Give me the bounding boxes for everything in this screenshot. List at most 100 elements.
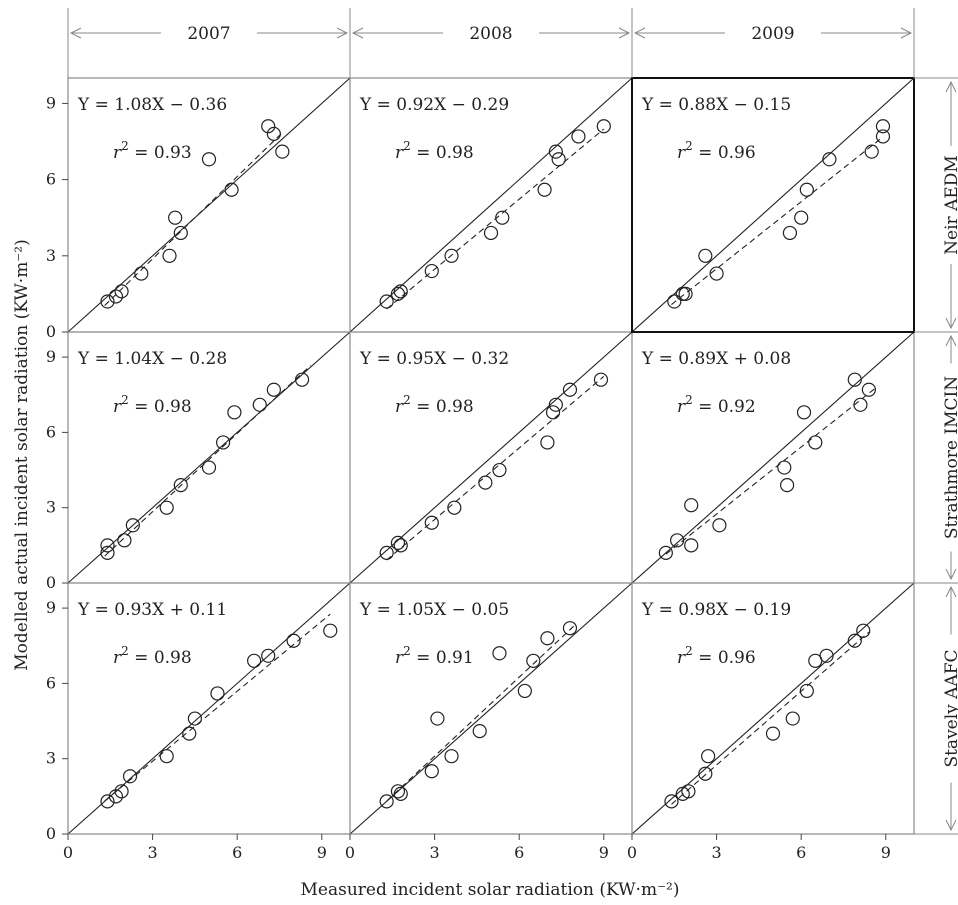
data-point: [379, 294, 394, 309]
data-point: [782, 225, 798, 241]
x-tick-label: 3: [430, 843, 440, 862]
data-point: [173, 225, 188, 241]
data-point: [168, 210, 183, 225]
column-header-label: 2007: [187, 24, 230, 44]
one-to-one-line: [631, 331, 915, 584]
x-tick-label: 9: [881, 843, 891, 862]
data-point: [765, 726, 781, 741]
regression-equation: Y = 0.88X − 0.15: [641, 95, 791, 115]
y-tick-label: 6: [46, 170, 56, 189]
plot-frame: [67, 77, 915, 835]
panel-2007-neir-aedm: Y = 1.08X − 0.36 r2 = 0.93: [67, 77, 351, 333]
data-point: [227, 405, 242, 420]
data-point: [108, 289, 124, 304]
data-point: [526, 653, 541, 668]
x-tick-label: 9: [599, 843, 609, 862]
data-point: [261, 119, 276, 134]
data-point: [875, 119, 891, 134]
row-label-text: Stavely AAFC: [942, 649, 958, 767]
y-tick-label: 0: [46, 322, 56, 341]
data-point: [108, 789, 124, 804]
data-point: [794, 210, 809, 225]
r-squared-label: r2 = 0.93: [113, 139, 192, 163]
data-point: [390, 286, 406, 301]
data-point: [379, 545, 394, 560]
x-tick-label: 9: [317, 843, 327, 862]
data-point: [562, 382, 578, 397]
x-tick-label: 0: [345, 843, 355, 862]
column-header-label: 2008: [469, 24, 512, 44]
x-tick-label: 6: [514, 843, 524, 862]
data-point: [424, 263, 439, 279]
r-squared-label: r2 = 0.96: [677, 644, 756, 668]
y-axis-title: Modelled actual incident solar radiation…: [12, 239, 32, 670]
data-point: [201, 152, 217, 167]
data-point: [664, 794, 679, 809]
data-point: [159, 749, 174, 764]
x-axis-title: Measured incident solar radiation (KW·m⁻…: [301, 880, 680, 900]
data-point: [808, 435, 823, 450]
panel-2009-neir-aedm: Y = 0.88X − 0.15 r2 = 0.96: [631, 77, 915, 333]
y-tick-label: 3: [46, 749, 56, 768]
data-point: [875, 129, 891, 144]
data-point: [684, 538, 699, 553]
data-point: [712, 518, 727, 533]
column-header-label: 2009: [751, 24, 794, 44]
one-to-one-line: [349, 582, 633, 835]
x-tick-label: 6: [232, 843, 242, 862]
data-point: [698, 766, 713, 781]
data-point: [548, 397, 563, 412]
data-point: [593, 372, 609, 387]
data-point: [379, 794, 394, 809]
x-tick-label: 3: [712, 843, 722, 862]
one-to-one-line: [349, 331, 633, 584]
regression-equation: Y = 0.93X + 0.11: [77, 600, 227, 620]
data-point: [540, 435, 555, 450]
regression-line: [386, 624, 576, 802]
data-point: [562, 621, 578, 636]
data-point: [819, 648, 834, 663]
data-point: [100, 545, 115, 560]
panel-2008-neir-aedm: Y = 0.92X − 0.29 r2 = 0.98: [349, 77, 633, 333]
column-header-2008: 2008: [351, 24, 631, 44]
data-point: [799, 182, 814, 197]
data-point: [861, 382, 876, 397]
data-point: [571, 129, 586, 144]
data-point: [100, 538, 115, 553]
data-point: [162, 248, 177, 263]
data-point: [294, 372, 310, 387]
panel-2008-strathmore-imcin: Y = 0.95X − 0.32 r2 = 0.98: [349, 331, 633, 584]
data-point: [275, 144, 290, 159]
data-point: [261, 648, 276, 663]
column-header-2009: 2009: [633, 24, 913, 44]
r-squared-label: r2 = 0.92: [677, 393, 756, 417]
data-point: [173, 478, 188, 493]
data-point: [540, 631, 555, 646]
r-squared-label: r2 = 0.98: [395, 139, 474, 163]
regression-equation: Y = 1.08X − 0.36: [77, 95, 227, 115]
data-point: [247, 653, 262, 668]
data-point: [323, 623, 338, 638]
y-tick-label: 0: [46, 573, 56, 592]
row-label-text: Neir AEDM: [942, 155, 958, 255]
row-label-strathmore-imcin: Strathmore IMCIN: [942, 334, 958, 581]
data-point: [125, 518, 140, 533]
regression-line: [104, 132, 283, 306]
data-point: [114, 284, 129, 299]
row-label-stavely-aafc: Stavely AAFC: [942, 585, 958, 832]
data-point: [698, 248, 713, 263]
data-point: [390, 535, 406, 550]
data-point: [853, 397, 868, 412]
data-point: [424, 515, 439, 530]
regression-line: [671, 631, 870, 805]
data-point: [483, 225, 499, 241]
data-point: [495, 210, 510, 225]
data-point: [393, 786, 408, 801]
data-point: [430, 711, 445, 726]
one-to-one-line: [67, 582, 351, 835]
data-point: [681, 784, 696, 799]
one-to-one-line: [631, 77, 915, 333]
regression-equation: Y = 1.05X − 0.05: [359, 600, 509, 620]
data-point: [799, 683, 814, 699]
